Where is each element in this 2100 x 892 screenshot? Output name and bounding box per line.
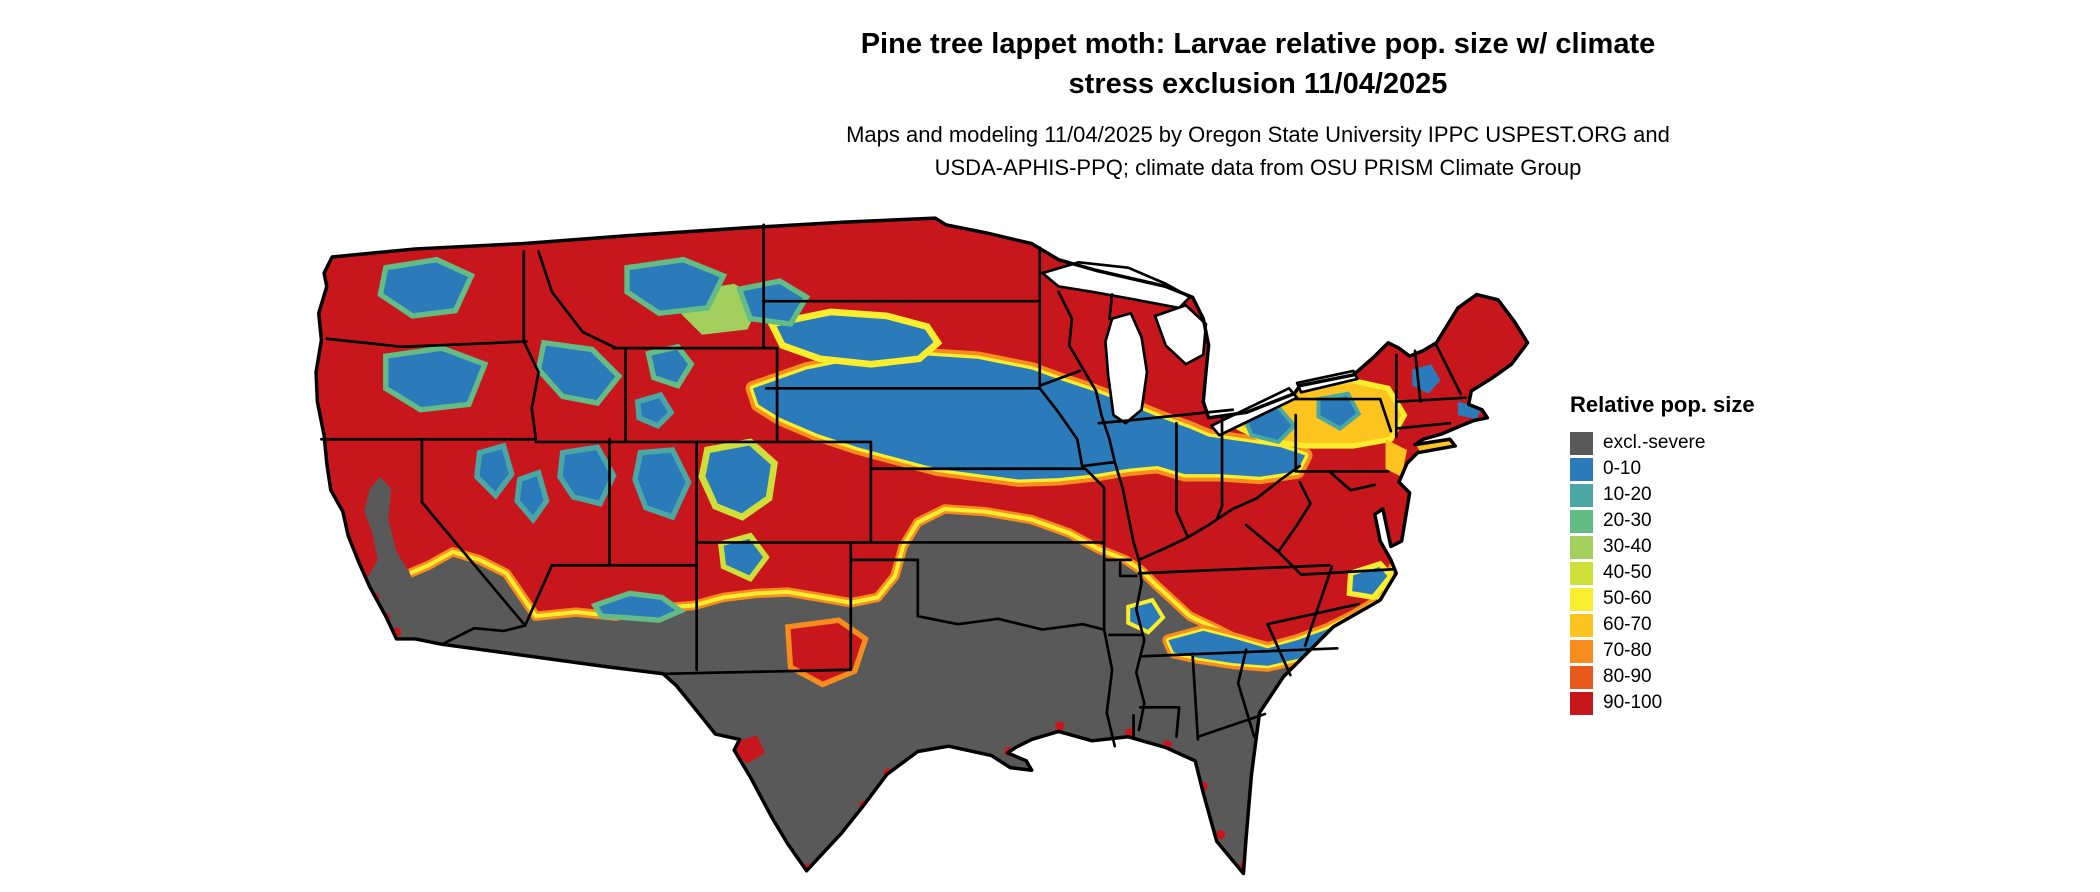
legend-label: 90-100 bbox=[1603, 692, 1663, 713]
map-region-blob bbox=[364, 476, 1397, 874]
legend-item: 50-60 bbox=[1570, 586, 1755, 612]
legend-items: excl.-severe 0-10 10-20 20-30 30-40 40-50 50-6… bbox=[1570, 430, 1755, 716]
map-region-blob bbox=[474, 442, 515, 500]
legend-item: 40-50 bbox=[1570, 560, 1755, 586]
map-region-blob bbox=[514, 469, 550, 525]
lake-michigan bbox=[1104, 311, 1149, 425]
map-region-blob bbox=[590, 590, 686, 623]
legend-swatch bbox=[1570, 535, 1593, 559]
legend-swatch bbox=[1570, 613, 1593, 637]
map-region-blob bbox=[766, 308, 943, 368]
map-region-blob bbox=[698, 438, 778, 521]
legend-item: 70-80 bbox=[1570, 638, 1755, 664]
legend-label: 60-70 bbox=[1603, 614, 1652, 635]
legend-swatch bbox=[1570, 665, 1593, 689]
legend-label: 50-60 bbox=[1603, 588, 1652, 609]
map-region-blob bbox=[735, 278, 811, 327]
legend-label: 10-20 bbox=[1603, 484, 1652, 505]
map-region-blob bbox=[732, 735, 766, 764]
us-outline bbox=[314, 216, 1530, 876]
us-map bbox=[308, 214, 1541, 891]
legend-item: 90-100 bbox=[1570, 690, 1755, 716]
map-region-blob bbox=[632, 447, 692, 521]
map-region-blob bbox=[634, 391, 675, 430]
map-region-blob bbox=[557, 444, 617, 507]
map-region-blob bbox=[1385, 439, 1407, 477]
us-map-svg bbox=[314, 216, 1530, 876]
legend-item: 20-30 bbox=[1570, 508, 1755, 534]
map-subtitle-line1: Maps and modeling 11/04/2025 by Oregon S… bbox=[846, 122, 1670, 147]
legend-label: 0-10 bbox=[1603, 458, 1642, 479]
legend-label: 40-50 bbox=[1603, 562, 1652, 583]
legend-swatch bbox=[1570, 587, 1593, 611]
legend-item: 0-10 bbox=[1570, 456, 1755, 482]
legend-item: 30-40 bbox=[1570, 534, 1755, 560]
map-region-blob bbox=[383, 345, 489, 413]
map-region-blob bbox=[752, 354, 1306, 480]
legend-label: 20-30 bbox=[1603, 510, 1652, 531]
legend-swatch bbox=[1570, 691, 1593, 715]
legend-item: 60-70 bbox=[1570, 612, 1755, 638]
legend: Relative pop. size excl.-severe 0-10 10-20… bbox=[1570, 392, 1755, 716]
map-title-line1: Pine tree lappet moth: Larvae relative p… bbox=[860, 28, 1656, 60]
lake-superior bbox=[1041, 261, 1192, 310]
lake-huron bbox=[1153, 303, 1208, 366]
map-region-blob bbox=[717, 532, 770, 582]
legend-label: 70-80 bbox=[1603, 640, 1652, 661]
legend-swatch bbox=[1570, 431, 1593, 455]
legend-swatch bbox=[1570, 509, 1593, 533]
map-region-blob bbox=[1168, 604, 1385, 666]
legend-label: 30-40 bbox=[1603, 536, 1652, 557]
legend-item: 80-90 bbox=[1570, 664, 1755, 690]
legend-swatch bbox=[1570, 639, 1593, 663]
legend-label: excl.-severe bbox=[1603, 432, 1706, 453]
map-region-blob bbox=[1316, 391, 1362, 431]
map-region-blob bbox=[377, 256, 476, 319]
legend-swatch bbox=[1570, 561, 1593, 585]
map-subtitle-line2: USDA-APHIS-PPQ; climate data from OSU PR… bbox=[934, 155, 1582, 180]
legend-item: 10-20 bbox=[1570, 482, 1755, 508]
figure-header: Pine tree lappet moth: Larvae relative p… bbox=[408, 24, 2100, 184]
legend-label: 80-90 bbox=[1603, 666, 1652, 687]
map-title-line2: stress exclusion 11/04/2025 bbox=[1068, 68, 1448, 100]
map-region-blob bbox=[784, 617, 869, 688]
state-borders bbox=[320, 223, 1468, 748]
map-region-blob bbox=[624, 256, 728, 317]
legend-title: Relative pop. size bbox=[1570, 392, 1755, 417]
legend-item: excl.-severe bbox=[1570, 430, 1755, 456]
map-fill-layer bbox=[316, 218, 1528, 874]
legend-swatch bbox=[1570, 483, 1593, 507]
map-subtitle: Maps and modeling 11/04/2025 by Oregon S… bbox=[408, 118, 2100, 184]
legend-swatch bbox=[1570, 457, 1593, 481]
